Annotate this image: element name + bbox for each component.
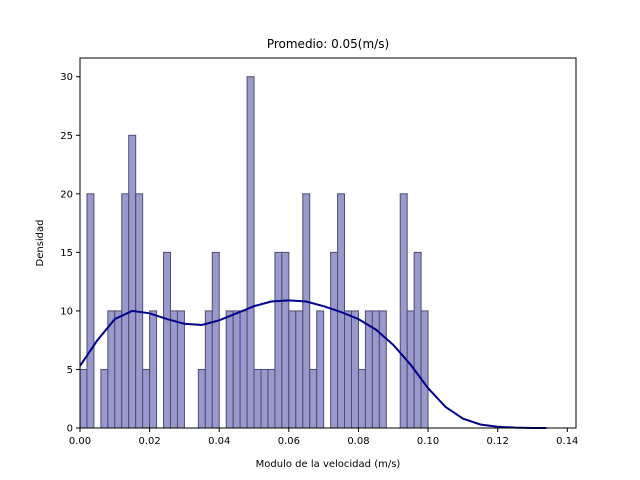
histogram-bar (260, 368, 269, 429)
histogram-bar (79, 368, 88, 429)
histogram-bar (176, 310, 185, 429)
x-tick-label: 0.02 (138, 436, 160, 447)
histogram-bar (399, 193, 408, 429)
x-axis-ticks: 0.00 0.02 0.04 0.06 0.08 0.10 0.12 0.14 (69, 428, 578, 447)
histogram-bar (246, 76, 255, 429)
y-axis-ticks: 0 5 10 15 20 25 30 (60, 72, 80, 435)
histogram-bar (232, 310, 241, 429)
y-tick-label: 0 (67, 424, 73, 435)
histogram-bar (357, 368, 366, 429)
histogram-bar (420, 310, 429, 429)
x-tick-label: 0.08 (347, 436, 369, 447)
x-tick-label: 0.14 (556, 436, 578, 447)
histogram-bar (413, 251, 422, 429)
histogram-bar (163, 251, 171, 429)
histogram-bar (107, 310, 116, 429)
histogram-bar (169, 310, 178, 429)
histogram-bar (253, 368, 262, 429)
histogram-bar (267, 368, 276, 429)
x-tick-label: 0.04 (208, 436, 230, 447)
plot-frame (79, 57, 577, 429)
histogram-bar (86, 193, 95, 429)
x-tick-label: 0.10 (417, 436, 439, 447)
x-tick-label: 0.06 (278, 436, 300, 447)
histogram-bar (378, 310, 387, 429)
histogram-bar (149, 310, 158, 429)
histogram-bar (364, 310, 373, 429)
histogram-bar (114, 310, 123, 429)
histogram-bar (281, 251, 290, 429)
y-tick-label: 20 (60, 189, 73, 200)
histogram-bar (121, 193, 130, 429)
y-tick-label: 30 (60, 72, 73, 83)
histogram-bar (344, 310, 352, 429)
histogram-bar (204, 310, 213, 429)
kde-curve (79, 299, 547, 429)
histogram-bar (288, 310, 297, 429)
chart-title: Promedio: 0.05(m/s) (267, 37, 389, 51)
histogram-bar (100, 368, 109, 429)
histogram-bars (79, 76, 429, 429)
x-tick-label: 0.00 (69, 436, 91, 447)
histogram-bar (330, 251, 339, 429)
histogram-bar (225, 310, 234, 429)
y-tick-label: 5 (67, 365, 73, 376)
histogram-bar (128, 134, 137, 429)
x-tick-label: 0.12 (487, 436, 509, 447)
y-axis-label: Densidad (35, 219, 46, 266)
histogram-bar (274, 251, 283, 429)
histogram-bar (239, 310, 248, 429)
histogram-bar (316, 310, 325, 429)
histogram-bar (295, 310, 304, 429)
histogram-bar (197, 368, 206, 429)
histogram-bar (309, 368, 318, 429)
histogram-bar (350, 310, 359, 429)
y-tick-label: 15 (60, 248, 73, 259)
y-tick-label: 25 (60, 131, 73, 142)
histogram-bar (142, 368, 151, 429)
histogram-bar (211, 251, 220, 429)
x-axis-label: Modulo de la velocidad (m/s) (256, 459, 401, 470)
y-tick-label: 10 (60, 306, 73, 317)
histogram-bar (302, 193, 311, 429)
